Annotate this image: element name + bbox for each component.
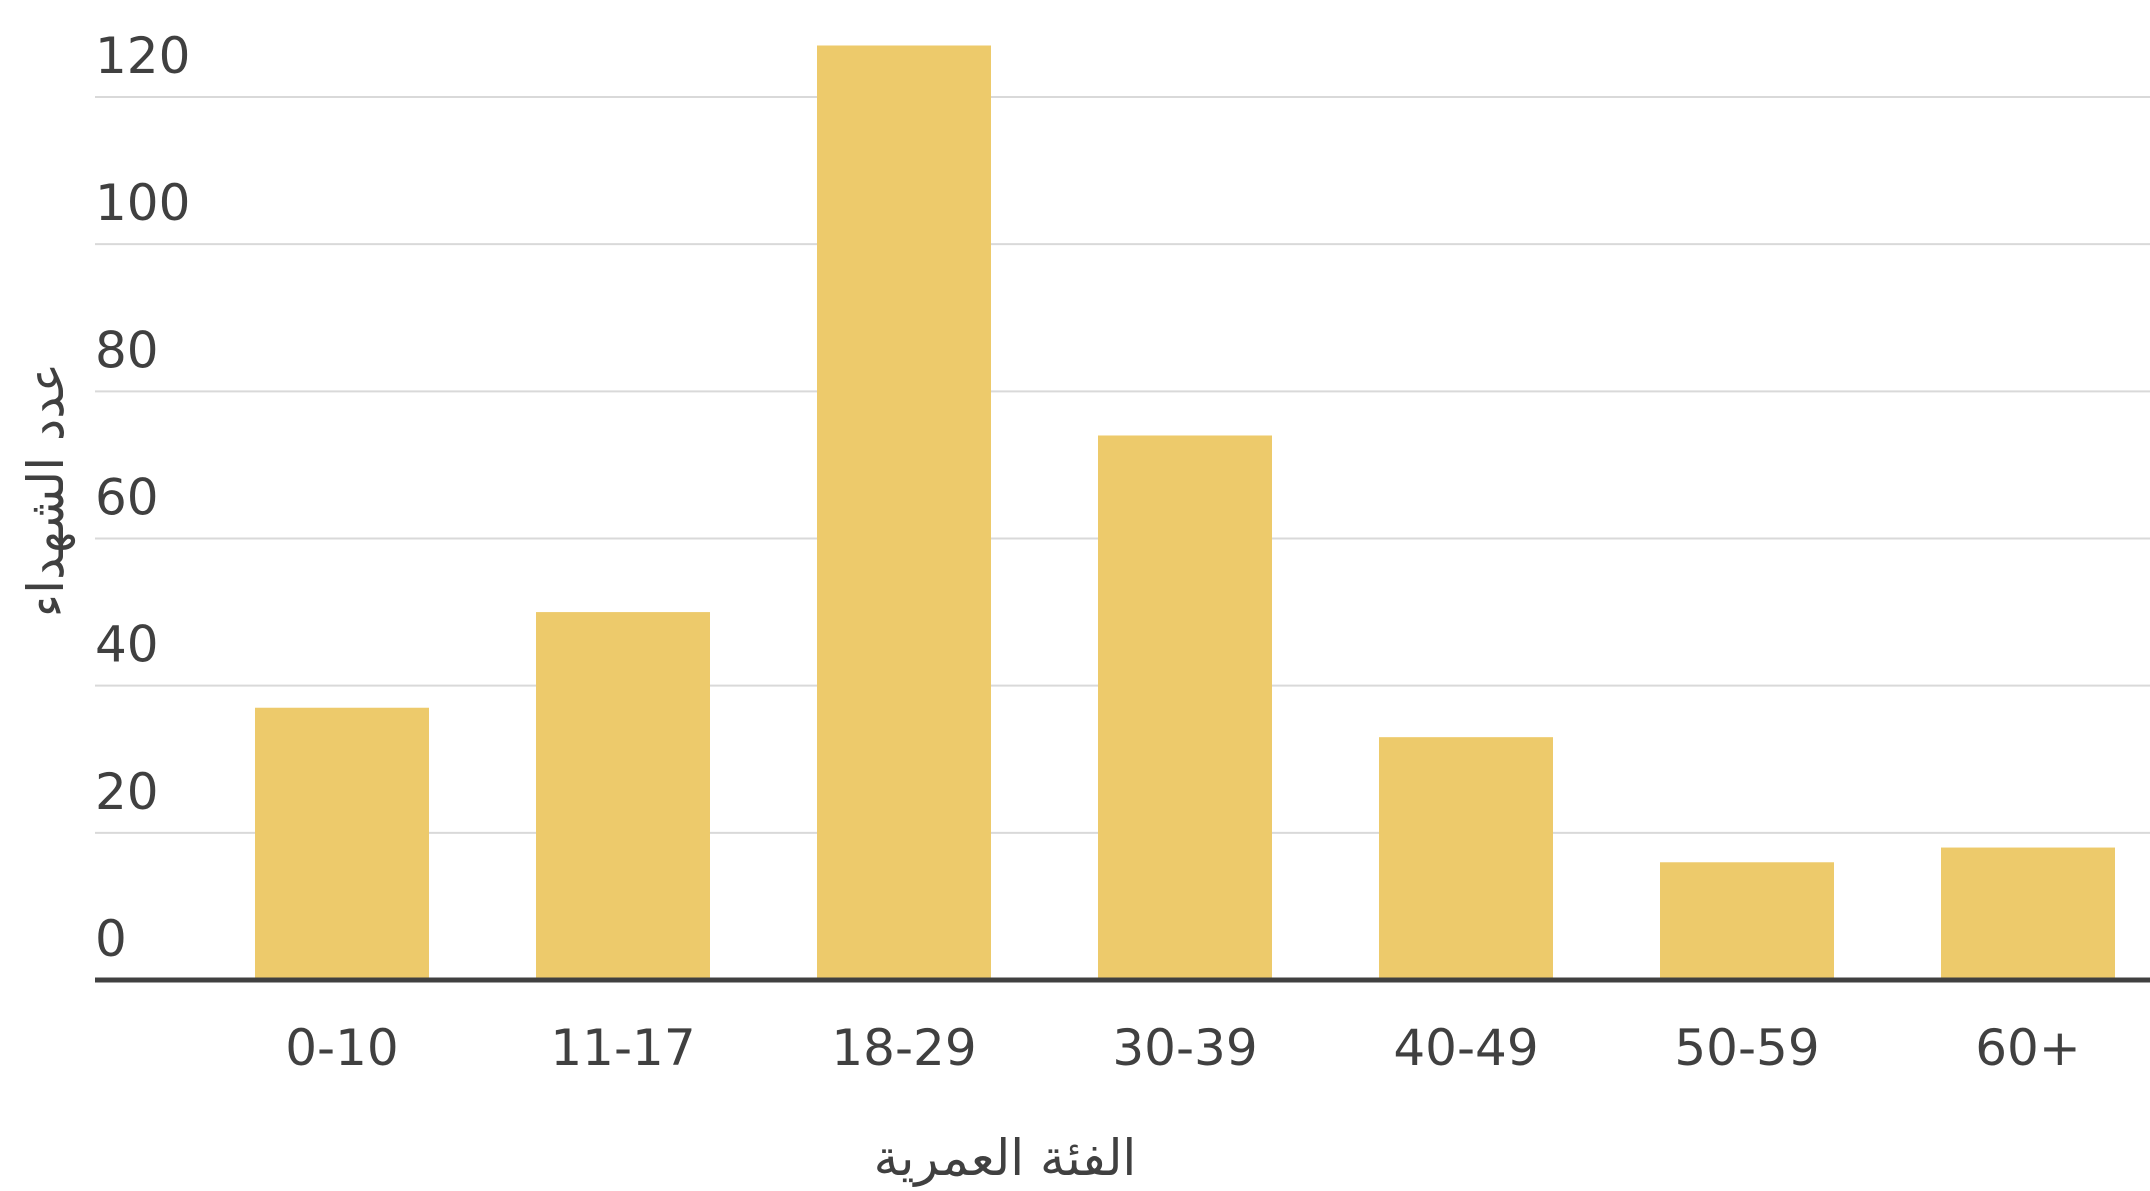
bar-50-59 — [1660, 862, 1834, 980]
y-tick-label: 80 — [95, 321, 159, 379]
y-tick-label: 0 — [95, 910, 127, 968]
y-tick-label: 100 — [95, 174, 190, 232]
y-tick-label: 20 — [95, 763, 159, 821]
bar-0-10 — [255, 707, 429, 980]
x-tick-label: 11-17 — [550, 1019, 695, 1077]
x-tick-label: 0-10 — [285, 1019, 398, 1077]
bar-18-29 — [817, 45, 991, 981]
y-tick-label: 60 — [95, 469, 159, 527]
x-tick-label: 50-59 — [1674, 1019, 1819, 1077]
y-tick-label: 40 — [95, 616, 159, 674]
bar-30-39 — [1098, 435, 1272, 980]
x-axis-title: الفئة العمرية — [874, 1129, 1137, 1187]
x-tick-label: 30-39 — [1112, 1019, 1257, 1077]
y-tick-label: 120 — [95, 27, 190, 85]
bar-11-17 — [536, 612, 710, 980]
bars — [255, 45, 2115, 981]
bar-60+ — [1941, 847, 2115, 980]
x-tick-label: 40-49 — [1393, 1019, 1538, 1077]
x-tick-labels: 0-10 11-17 18-29 30-39 40-49 50-59 60+ — [285, 1019, 2081, 1077]
x-tick-label: 18-29 — [831, 1019, 976, 1077]
x-tick-label: 60+ — [1975, 1019, 2081, 1077]
y-axis-title: عدد الشهداء — [17, 363, 76, 618]
y-tick-labels: 0 20 40 60 80 100 120 — [95, 27, 190, 968]
bar-40-49 — [1379, 737, 1553, 980]
